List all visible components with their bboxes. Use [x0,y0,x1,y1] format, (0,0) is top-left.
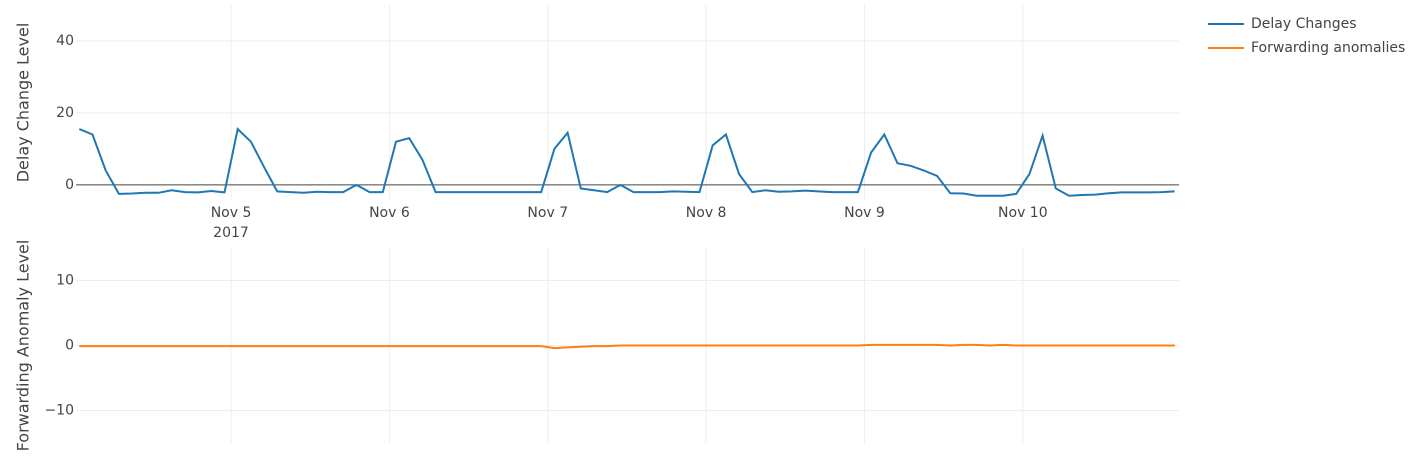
x-year-label: 2017 [213,225,249,241]
x-tick-label: Nov 10 [998,205,1048,221]
y-tick-label: 40 [56,33,74,49]
x-tick-label: Nov 8 [686,205,727,221]
y-tick-label: 0 [65,338,74,354]
series-line [78,127,1175,197]
y-tick-label: 10 [56,273,74,289]
x-tick-label: Nov 6 [369,205,410,221]
series-line [79,343,1175,350]
x-tick-label: Nov 9 [844,205,885,221]
legend-label: Forwarding anomalies [1251,40,1405,56]
y-tick-label: 20 [56,105,74,121]
legend-label: Delay Changes [1251,16,1357,32]
y-tick-label: 0 [65,177,74,193]
y-axis-title: Delay Change Level [14,23,33,183]
x-tick-label: Nov 7 [527,205,568,221]
y-tick-label: −10 [44,403,74,419]
x-tick-label: Nov 5 [211,205,252,221]
y-axis-title: Forwarding Anomaly Level [14,240,33,452]
